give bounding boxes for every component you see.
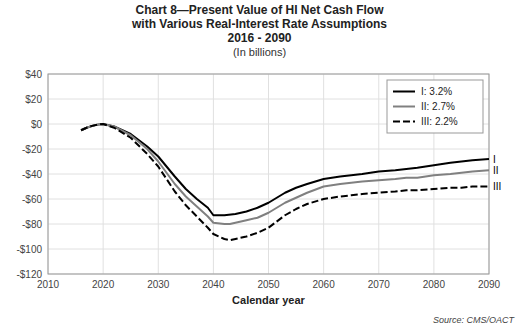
title: with Various Real-Interest Rate Assumpti… xyxy=(131,17,387,31)
y-tick-label: -$120 xyxy=(16,269,42,280)
x-tick-label: 2060 xyxy=(313,279,336,290)
y-tick-label: -$40 xyxy=(22,169,42,180)
series-line xyxy=(81,124,489,240)
x-tick-label: 2020 xyxy=(92,279,115,290)
legend-entry: II: 2.7% xyxy=(421,101,455,112)
grid-line xyxy=(103,74,104,274)
legend: I: 3.2% II: 2.7% III: 2.2% xyxy=(387,80,483,133)
x-tick-label: 2080 xyxy=(423,279,446,290)
grid-line xyxy=(158,74,159,274)
x-tick-label: 2050 xyxy=(257,279,280,290)
legend-entry: III: 2.2% xyxy=(421,116,458,127)
grid-line xyxy=(323,74,324,274)
title: Chart 8—Present Value of HI Net Cash Flo… xyxy=(135,3,384,17)
title: 2016 - 2090 xyxy=(227,31,291,45)
x-tick-label: 2010 xyxy=(37,279,60,290)
legend-swatch xyxy=(393,106,415,108)
legend-swatch xyxy=(393,121,415,123)
series-line xyxy=(81,124,489,215)
series-line xyxy=(81,124,489,224)
x-tick-label: 2030 xyxy=(147,279,170,290)
grid-line xyxy=(213,74,214,274)
source-note: Source: CMS/OACT xyxy=(433,315,516,325)
end-label: II xyxy=(493,165,499,176)
y-tick-label: -$100 xyxy=(16,244,42,255)
subtitle: (In billions) xyxy=(233,46,286,58)
y-tick-label: $0 xyxy=(31,119,43,130)
legend-entry: I: 3.2% xyxy=(421,86,452,97)
grid-line xyxy=(378,74,379,274)
end-label: III xyxy=(493,181,501,192)
y-tick-label: $20 xyxy=(25,94,42,105)
legend-box xyxy=(387,80,483,133)
x-tick-label: 2040 xyxy=(202,279,225,290)
y-tick-label: -$60 xyxy=(22,194,42,205)
grid xyxy=(48,74,489,274)
lines xyxy=(81,124,489,240)
end-label: I xyxy=(493,154,496,165)
legend-swatch xyxy=(393,91,415,93)
y-tick-label: -$80 xyxy=(22,219,42,230)
x-tick-label: 2070 xyxy=(368,279,391,290)
chart: Chart 8—Present Value of HI Net Cash Flo… xyxy=(0,0,519,328)
plot-frame xyxy=(48,74,489,274)
y-tick-label: -$20 xyxy=(22,144,42,155)
y-tick-label: $40 xyxy=(25,69,42,80)
grid-line xyxy=(268,74,269,274)
x-axis-label: Calendar year xyxy=(232,294,305,306)
x-tick-label: 2090 xyxy=(478,279,501,290)
